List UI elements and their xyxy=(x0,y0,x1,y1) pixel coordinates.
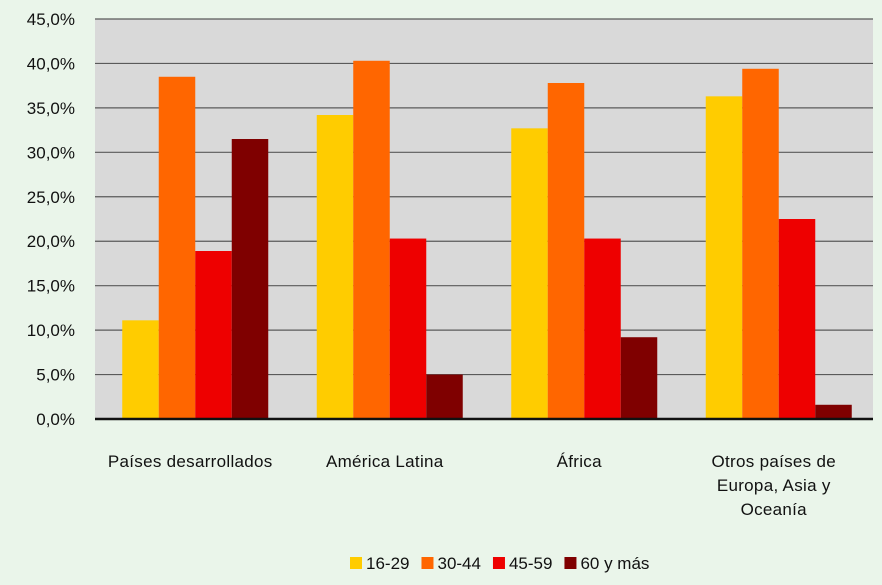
bar-60-y-más-3 xyxy=(815,404,852,419)
y-axis-tick-labels: 0,0% 5,0% 10,0% 15,0% 20,0% 25,0% 30,0% 35,0% 40… xyxy=(27,10,75,429)
bar-45-59-2 xyxy=(584,238,621,419)
bar-60-y-más-1 xyxy=(426,374,463,419)
bars xyxy=(122,60,852,420)
bar-16-29-2 xyxy=(511,128,548,420)
bar-45-59-1 xyxy=(389,238,427,419)
bar-16-29-1 xyxy=(316,115,354,419)
legend-swatch xyxy=(492,557,505,569)
legend-swatch xyxy=(564,557,577,569)
bar-30-44-3 xyxy=(742,68,779,420)
bar-60-y-más-2 xyxy=(620,337,658,419)
legend-swatch xyxy=(421,557,434,569)
category-label: Países desarrollados xyxy=(108,452,273,471)
y-tick-label: 25,0% xyxy=(27,188,75,207)
bar-60-y-más-0 xyxy=(231,139,269,419)
bar-45-59-3 xyxy=(778,219,816,419)
bar-30-44-2 xyxy=(547,83,585,419)
y-tick-label: 35,0% xyxy=(27,99,75,118)
category-label: Europa, Asia y xyxy=(717,476,831,495)
y-tick-label: 0,0% xyxy=(36,410,75,429)
bar-45-59-0 xyxy=(195,251,232,419)
y-tick-label: 10,0% xyxy=(27,321,75,340)
y-tick-label: 30,0% xyxy=(27,143,75,162)
legend-label: 30-44 xyxy=(437,554,480,573)
category-label: Oceanía xyxy=(741,500,808,519)
bar-16-29-0 xyxy=(122,320,159,419)
y-tick-label: 5,0% xyxy=(36,366,75,385)
bar-30-44-1 xyxy=(353,60,390,420)
legend-label: 60 y más xyxy=(580,554,649,573)
category-label: América Latina xyxy=(326,452,444,471)
category-label: África xyxy=(557,452,602,471)
legend-label: 16-29 xyxy=(366,554,409,573)
legend-label: 45-59 xyxy=(509,554,552,573)
y-tick-label: 45,0% xyxy=(27,10,75,29)
legend: 16-29 30-44 45-59 60 y más xyxy=(350,554,649,573)
y-tick-label: 15,0% xyxy=(27,277,75,296)
category-label: Otros países de xyxy=(711,452,836,471)
bar-16-29-3 xyxy=(705,96,743,419)
y-tick-label: 20,0% xyxy=(27,232,75,251)
bar-30-44-0 xyxy=(158,76,196,420)
legend-swatch xyxy=(350,557,362,569)
y-tick-label: 40,0% xyxy=(27,54,75,73)
category-labels: Países desarrollados América Latina África… xyxy=(108,452,836,519)
